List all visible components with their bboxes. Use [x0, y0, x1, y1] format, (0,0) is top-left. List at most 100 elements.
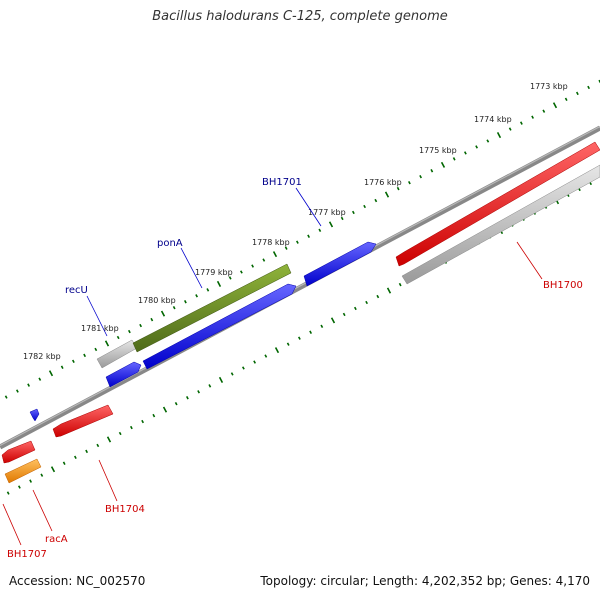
- minor-tick: [94, 347, 98, 352]
- kbp-label: 1781 kbp: [81, 324, 119, 333]
- minor-tick: [351, 210, 355, 215]
- gene-racA[interactable]: [4, 458, 42, 484]
- major-tick: [552, 102, 558, 109]
- minor-tick: [230, 372, 234, 376]
- gene-label-recU: recU: [65, 285, 88, 296]
- gene-small-forward[interactable]: [29, 408, 40, 422]
- major-tick: [272, 251, 278, 258]
- minor-tick: [320, 324, 324, 328]
- kbp-label: 1779 kbp: [195, 268, 233, 277]
- minor-tick: [172, 306, 176, 310]
- minor-tick: [284, 246, 288, 250]
- minor-tick: [253, 360, 257, 364]
- gene-label-BH1707: BH1707: [7, 549, 47, 560]
- gene-label-racA: racA: [45, 534, 68, 545]
- leader-BH1704: [98, 459, 118, 502]
- minor-tick: [62, 461, 66, 465]
- leader-racA: [32, 489, 53, 532]
- minor-tick: [419, 175, 423, 179]
- upper-tick-track: [4, 79, 600, 399]
- minor-tick: [150, 317, 154, 322]
- minor-tick: [398, 282, 402, 287]
- minor-tick: [340, 216, 344, 221]
- genome-summary-text: Topology: circular; Length: 4,202,352 bp…: [260, 574, 590, 588]
- minor-tick: [309, 330, 313, 334]
- major-tick: [274, 347, 280, 354]
- kbp-label: 1777 kbp: [308, 208, 346, 217]
- minor-tick: [452, 157, 456, 161]
- leader-BH1701: [295, 187, 322, 227]
- gene-BH1704[interactable]: [52, 404, 114, 438]
- gene-label-BH1700: BH1700: [543, 280, 583, 291]
- minor-tick: [118, 431, 122, 436]
- kbp-label: 1774 kbp: [474, 115, 512, 124]
- minor-tick: [342, 312, 346, 317]
- minor-tick: [129, 425, 133, 430]
- major-tick: [386, 287, 392, 294]
- gene-BH1707[interactable]: [1, 440, 36, 464]
- minor-tick: [127, 329, 131, 334]
- minor-tick: [475, 145, 479, 149]
- major-tick: [50, 466, 56, 473]
- minor-tick: [241, 366, 245, 370]
- minor-tick: [152, 413, 156, 418]
- major-tick: [218, 376, 224, 383]
- minor-tick: [195, 294, 199, 298]
- major-tick: [328, 221, 334, 228]
- minor-tick: [396, 186, 400, 191]
- kbp-label: 1778 kbp: [252, 238, 290, 247]
- leader-BH1700: [516, 241, 543, 280]
- minor-tick: [430, 169, 434, 173]
- minor-tick: [174, 402, 178, 406]
- gene-gray-lower[interactable]: [401, 164, 600, 285]
- minor-tick: [297, 336, 301, 340]
- minor-tick: [508, 127, 512, 131]
- minor-tick: [564, 97, 568, 101]
- minor-tick: [262, 258, 266, 262]
- minor-tick: [85, 449, 89, 454]
- major-tick: [496, 132, 502, 139]
- leader-ponA: [180, 247, 203, 289]
- major-tick: [440, 161, 446, 168]
- major-tick: [330, 317, 336, 324]
- gene-label-leaders: [2, 187, 543, 546]
- gene-labels: BH1701 ponA recU BH1700 BH1704 racA BH17…: [7, 177, 583, 560]
- gene-green-rna[interactable]: [132, 263, 292, 353]
- major-tick: [384, 191, 390, 198]
- gene-BH1701[interactable]: [303, 241, 377, 287]
- minor-tick: [286, 342, 290, 346]
- gene-label-BH1704: BH1704: [105, 504, 145, 515]
- minor-tick: [4, 395, 8, 399]
- gene-ponA[interactable]: [142, 283, 297, 370]
- minor-tick: [60, 365, 64, 369]
- kbp-label: 1775 kbp: [419, 146, 457, 155]
- accession-text: Accession: NC_002570: [9, 574, 146, 588]
- minor-tick: [185, 396, 189, 400]
- map-title: Bacillus halodurans C-125, complete geno…: [152, 9, 448, 24]
- minor-tick: [318, 228, 322, 232]
- minor-tick: [486, 139, 490, 143]
- minor-tick: [139, 323, 143, 328]
- minor-tick: [407, 181, 411, 185]
- gene-recU[interactable]: [105, 361, 142, 388]
- major-tick: [162, 406, 168, 413]
- gene-BH1700[interactable]: [395, 141, 600, 267]
- minor-tick: [575, 91, 579, 96]
- minor-tick: [6, 491, 10, 495]
- minor-tick: [197, 390, 201, 394]
- minor-tick: [239, 270, 243, 274]
- leader-recU: [86, 295, 108, 337]
- minor-tick: [376, 294, 380, 299]
- minor-tick: [116, 335, 120, 340]
- minor-tick: [40, 473, 44, 477]
- genome-backbone: [0, 125, 600, 450]
- kbp-label: 1782 kbp: [23, 352, 61, 361]
- minor-tick: [363, 204, 367, 209]
- minor-tick: [183, 300, 187, 304]
- minor-tick: [83, 353, 87, 358]
- minor-tick: [251, 264, 255, 268]
- minor-tick: [307, 234, 311, 238]
- minor-tick: [15, 389, 19, 393]
- minor-tick: [17, 485, 21, 489]
- major-tick: [48, 370, 54, 377]
